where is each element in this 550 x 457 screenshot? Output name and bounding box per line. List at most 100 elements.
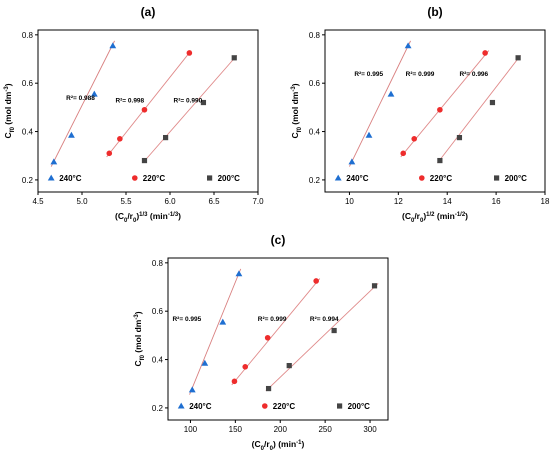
fit-line (189, 268, 242, 395)
data-point (348, 158, 356, 165)
r-squared-label: R²= 0.994 (310, 316, 339, 323)
legend-label: 220°C (430, 174, 453, 183)
data-point (200, 99, 207, 106)
data-point (371, 283, 378, 289)
x-tick-label: 18 (541, 197, 550, 206)
data-point (109, 42, 117, 49)
data-point (117, 136, 123, 142)
fit-line (265, 283, 379, 392)
legend-label: 240°C (59, 174, 82, 183)
x-tick-label: 250 (318, 425, 332, 434)
y-tick-label: 0.8 (22, 31, 34, 40)
series-240: R²= 0.995 (348, 40, 412, 167)
y-tick-label: 0.2 (22, 176, 34, 185)
x-axis-title: (C0/r0)1/2 (min-1/2) (402, 211, 468, 224)
legend-marker (337, 403, 343, 409)
data-point (387, 90, 395, 97)
data-point (186, 50, 193, 56)
data-point (411, 136, 418, 142)
chart-panel-2: (b) 10 12 14 16 18 0.2 0.4 0.6 0.8 (C0/r0)1/2 (min… (290, 5, 550, 224)
y-tick-label: 0.2 (152, 404, 164, 413)
data-point (482, 50, 488, 56)
panel-label: (b) (427, 5, 442, 19)
legend-label: 240°C (346, 174, 369, 183)
data-point (231, 55, 237, 61)
legend-marker (334, 174, 342, 181)
data-point (515, 55, 521, 61)
r-squared-label: R²= 0.988 (66, 95, 95, 102)
data-point (286, 362, 292, 369)
legend-label: 200°C (505, 174, 528, 183)
x-tick-label: 14 (443, 197, 452, 206)
data-point (106, 150, 113, 157)
plot-frame (37, 29, 259, 193)
data-point (365, 131, 373, 138)
legend-marker (262, 403, 268, 409)
data-point (404, 42, 412, 49)
y-axis-title: Cf0 (mol dm-3) (133, 311, 146, 366)
r-squared-label: R²= 0.990 (174, 98, 203, 105)
legend-label: 200°C (218, 174, 241, 183)
fit-line (50, 40, 115, 167)
panel-label: (a) (141, 5, 156, 19)
data-point (331, 327, 337, 334)
plot-frame (167, 257, 389, 421)
x-tick-label: 100 (184, 425, 198, 434)
x-tick-label: 200 (274, 425, 288, 434)
y-tick-label: 0.6 (309, 79, 321, 88)
series-240: R²= 0.988 (50, 40, 117, 167)
x-tick-label: 5.0 (76, 197, 88, 206)
y-tick-label: 0.2 (309, 176, 321, 185)
data-point (141, 106, 148, 113)
y-tick-label: 0.4 (309, 128, 321, 137)
chart-panel-3: (c) 100 150 200 250 300 0.2 0.4 0.6 0.8 (C0/r0) (m… (133, 233, 389, 452)
data-point (141, 157, 148, 164)
data-point (90, 90, 98, 97)
series-200: R²= 0.994 (265, 283, 379, 392)
y-tick-label: 0.6 (22, 79, 34, 88)
y-tick-label: 0.4 (22, 128, 34, 137)
fit-line (142, 55, 238, 164)
data-point (456, 134, 463, 141)
y-tick-label: 0.4 (152, 356, 164, 365)
chart-panel-1: (a) 4.5 5.0 5.5 6.0 6.5 7.0 0.2 0.4 0.6 0.8 (C0/r0)… (3, 5, 264, 224)
r-squared-label: R²= 0.995 (172, 316, 201, 323)
data-point (489, 99, 496, 106)
data-point (188, 386, 196, 393)
y-axis-title: Cf0 (mol dm-3) (3, 83, 16, 138)
y-tick-label: 0.8 (309, 31, 321, 40)
x-axis-title: (C0/r0)1/3 (min-1/3) (115, 211, 181, 224)
legend-marker (207, 175, 213, 181)
legend-label: 220°C (273, 402, 296, 411)
data-point (68, 131, 75, 138)
legend-marker (419, 175, 425, 181)
series-240: R²= 0.995 (172, 268, 243, 395)
data-point (265, 385, 272, 392)
data-point (231, 378, 238, 385)
x-tick-label: 12 (394, 197, 403, 206)
r-squared-label: R²= 0.999 (406, 71, 435, 78)
x-tick-label: 300 (363, 425, 377, 434)
x-tick-label: 7.0 (252, 197, 264, 206)
r-squared-label: R²= 0.995 (354, 71, 383, 78)
legend-label: 220°C (143, 174, 166, 183)
data-point (242, 364, 249, 370)
x-tick-label: 4.5 (32, 197, 44, 206)
y-tick-label: 0.8 (152, 259, 164, 268)
fit-line (437, 55, 521, 164)
series-200: R²= 0.996 (437, 55, 521, 164)
series-200: R²= 0.990 (141, 55, 238, 164)
data-point (437, 157, 443, 164)
data-point (219, 318, 227, 325)
panel-label: (c) (271, 233, 286, 247)
r-squared-label: R²= 0.996 (459, 71, 488, 78)
x-tick-label: 150 (229, 425, 243, 434)
x-tick-label: 6.0 (164, 197, 176, 206)
x-tick-label: 16 (492, 197, 501, 206)
data-point (264, 334, 271, 341)
series-220: R²= 0.999 (400, 50, 490, 158)
legend-marker (177, 402, 185, 409)
legend-label: 200°C (348, 402, 371, 411)
plot-frame (324, 29, 546, 193)
